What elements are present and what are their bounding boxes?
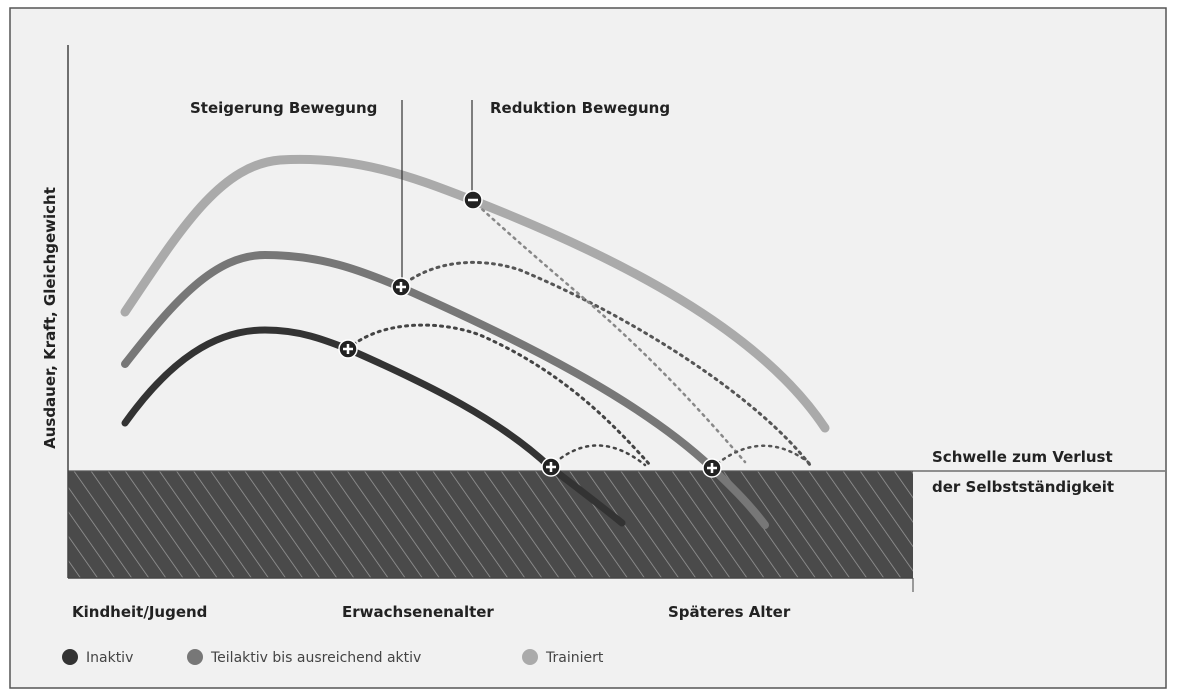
dotted-branch	[346, 323, 652, 467]
plus-marker	[541, 457, 561, 477]
legend-label: Trainiert	[545, 650, 604, 666]
x-label: Erwachsenenalter	[342, 603, 494, 621]
plus-marker	[391, 277, 411, 297]
y-axis-label: Ausdauer, Kraft, Gleichgewicht	[41, 187, 59, 449]
annotation: Reduktion Bewegung	[490, 99, 670, 117]
markers	[338, 190, 722, 478]
plus-marker	[338, 339, 358, 359]
threshold-zone	[68, 471, 913, 578]
dotted-branch	[470, 198, 747, 464]
x-label: Späteres Alter	[668, 603, 791, 621]
legend-label: Inaktiv	[86, 650, 133, 666]
legend-swatch	[522, 649, 538, 665]
legend: Inaktiv Teilaktiv bis ausreichend aktiv Tr…	[62, 649, 604, 666]
legend-swatch	[62, 649, 78, 665]
curve-trainiert	[120, 154, 830, 433]
threshold-label: der Selbstständigkeit	[932, 478, 1114, 496]
plus-marker	[702, 458, 722, 478]
dotted-branch	[710, 444, 814, 470]
legend-swatch	[187, 649, 203, 665]
dotted-branch	[398, 260, 812, 467]
minus-marker	[463, 190, 483, 210]
annotation: Steigerung Bewegung	[190, 99, 377, 117]
dotted-branch	[548, 444, 647, 469]
x-label: Kindheit/Jugend	[72, 603, 207, 621]
threshold-label: Schwelle zum Verlust	[932, 448, 1113, 466]
legend-label: Teilaktiv bis ausreichend aktiv	[210, 650, 421, 666]
